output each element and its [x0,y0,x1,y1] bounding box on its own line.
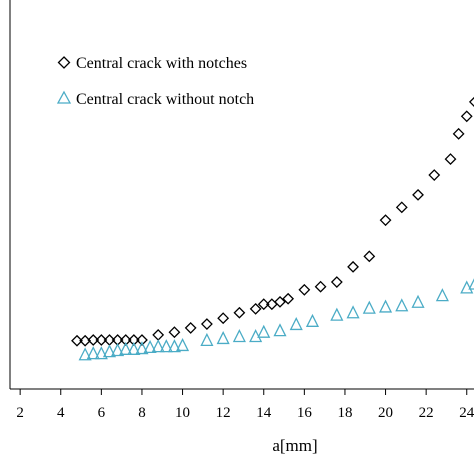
triangle-point [346,305,360,319]
diamond-point [412,188,424,201]
triangle-point [111,343,125,357]
x-tick-label: 22 [419,405,434,421]
triangle-point [273,323,287,337]
legend-label-without-notch: Central crack without notch [76,91,254,108]
triangle-point [151,339,165,353]
legend: Central crack with notches Central crack… [56,55,254,108]
triangle-point [86,346,100,360]
diamond-point [152,329,165,341]
legend-marker-triangle [56,90,72,104]
triangle-point [289,316,303,331]
legend-item-without-notch: Central crack without notch [56,90,254,108]
triangle-point [200,332,214,347]
triangle-point [257,324,271,338]
diamond-point [460,110,473,123]
diamond-point [428,169,441,181]
triangle-point [468,278,474,290]
triangle-point [232,329,246,343]
diamond-point [127,334,140,346]
x-axis-title: a[mm] [272,436,317,455]
x-tick-label: 4 [57,405,65,421]
triangle-point [435,288,449,302]
x-tick-label: 18 [337,405,352,421]
diamond-point [119,334,132,346]
legend-marker-diamond [57,56,71,69]
legend-label-with-notches: Central crack with notches [76,55,247,72]
diamond-point [330,276,343,288]
x-tick-label: 6 [98,405,106,421]
triangle-point [395,298,409,312]
x-tick-label: 16 [297,405,313,421]
x-tick-label: 8 [138,405,146,421]
triangle-point [135,341,149,355]
triangle-point [102,344,117,358]
triangle-point [127,341,141,355]
diamond-point [71,334,83,347]
diamond-point [314,280,327,293]
triangle-point [411,294,425,308]
x-tick-label: 14 [256,405,272,421]
diamond-point [452,127,465,140]
diamond-point [298,283,311,296]
diamond-point [444,153,457,166]
diamond-point [184,322,197,334]
diamond-point [233,306,246,319]
x-tick-label: 10 [175,405,190,421]
diamond-point [274,295,286,308]
triangle-point [378,299,393,313]
triangle-point [143,339,157,354]
x-axis-ticks: 2 4 6 8 10 12 14 16 18 20 22 24 [16,389,474,421]
triangle-point [167,339,181,353]
triangle-point [362,300,376,314]
x-tick-label: 24 [459,405,474,421]
diamond-point [136,334,148,346]
diamond-point [395,201,408,214]
diamond-point [168,326,181,339]
diamond-point [200,318,213,330]
diamond-point [363,250,376,263]
diamond-point [87,334,100,346]
data-points [71,96,474,361]
triangle-point [175,337,190,352]
triangle-point [330,307,344,321]
legend-item-with-notches: Central crack with notches [57,55,247,72]
diamond-point [249,302,262,315]
x-tick-label: 12 [216,405,231,421]
diamond-point [257,298,270,311]
triangle-point [78,347,92,361]
triangle-point [305,313,320,327]
triangle-point [159,339,173,353]
x-tick-label: 20 [378,405,393,421]
diamond-point [282,292,295,305]
triangle-point [94,346,108,360]
diamond-point [468,96,474,107]
diamond-point [347,260,359,273]
triangle-point [119,341,133,355]
diamond-point [217,312,230,325]
diamond-point [379,214,392,227]
diamond-point [95,334,108,346]
triangle-point [216,330,230,345]
x-tick-label: 2 [16,405,24,421]
